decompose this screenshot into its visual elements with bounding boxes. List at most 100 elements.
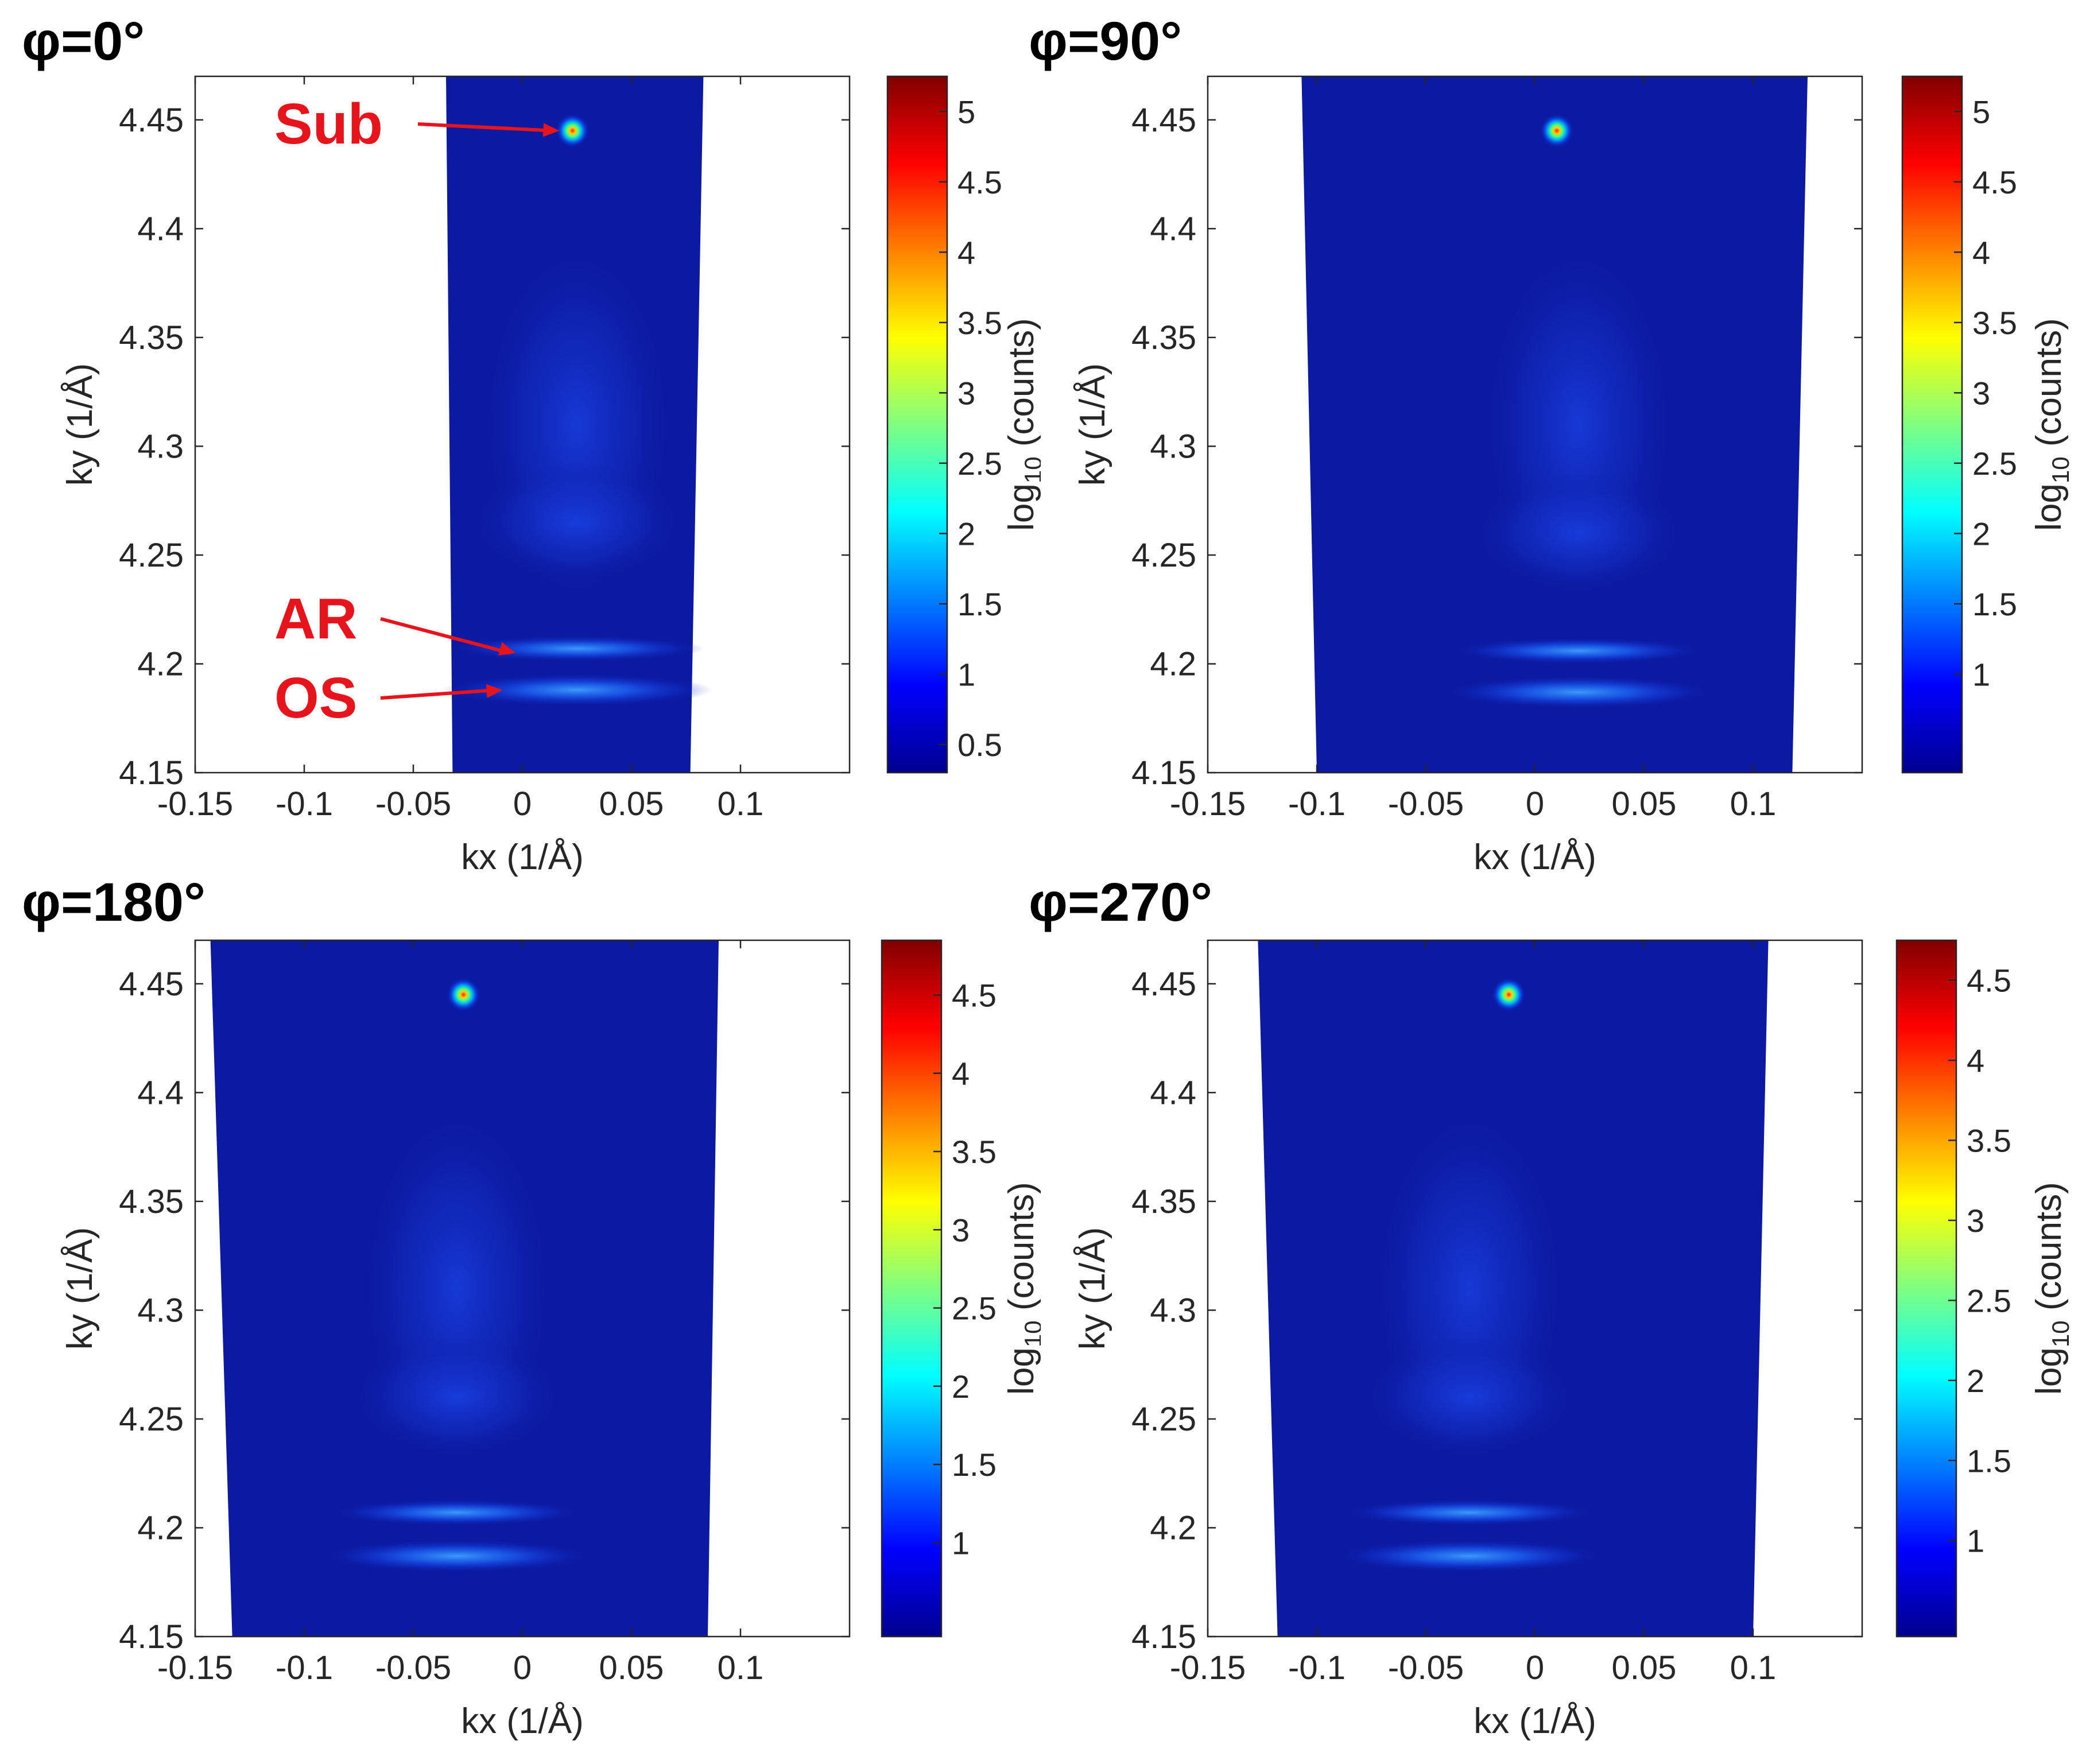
- colorbar-tick-label: 4.5: [1972, 164, 2017, 200]
- colorbar-tick-label: 4: [952, 1056, 970, 1092]
- diffuse-band: [468, 461, 686, 584]
- colorbar-tick-label: 1.5: [957, 586, 1002, 622]
- ar-band: [1452, 637, 1705, 664]
- colorbar-frame: [1901, 75, 1963, 774]
- colorbar-tick-label: 5: [957, 94, 975, 130]
- y-tick-label: 4.2: [137, 1509, 184, 1546]
- x-tick-label: 0.1: [718, 1649, 764, 1687]
- y-tick-label: 4.35: [1131, 319, 1196, 356]
- x-tick-label: -0.1: [276, 785, 333, 823]
- colorbar-tick-label: 1.5: [1972, 586, 2017, 622]
- x-tick-label: -0.15: [157, 785, 233, 823]
- y-tick-label: 4.45: [119, 102, 184, 139]
- y-tick-label: 4.2: [137, 645, 184, 683]
- os-band: [441, 673, 712, 707]
- diffuse-band: [1360, 1336, 1579, 1459]
- ar-band: [330, 1499, 584, 1526]
- annotation-arrowhead: [542, 123, 560, 137]
- annotation-label: OS: [274, 666, 357, 730]
- colorbar-label-subscript: 10: [2047, 1320, 2074, 1347]
- annotation-arrow: [417, 122, 554, 133]
- colorbar-tick-label: 4.5: [1967, 963, 2011, 999]
- plot-content: [1258, 940, 1769, 1637]
- ar-band: [450, 635, 704, 662]
- panel-title: φ=270°: [1029, 872, 1212, 933]
- x-tick-label: -0.15: [1170, 785, 1246, 823]
- colorbar-tick-label: 1.5: [952, 1447, 997, 1483]
- y-tick-label: 4.25: [119, 1401, 184, 1438]
- colorbar-tick-label: 1: [1967, 1523, 1984, 1559]
- colorbar-tick-label: 3.5: [957, 305, 1002, 341]
- colorbar-tick-label: 3.5: [1972, 305, 2017, 341]
- colorbar-gradient: [1902, 76, 1962, 773]
- colorbar-tick-label: 4: [1972, 234, 1990, 270]
- colorbar-frame: [886, 75, 948, 774]
- y-tick-label: 4.15: [1131, 754, 1196, 792]
- annotation-arrowhead: [498, 642, 516, 656]
- x-tick-label: 0.05: [1612, 1649, 1677, 1687]
- x-tick-label: -0.15: [157, 1649, 233, 1687]
- colorbar-tick-label: 3: [957, 375, 975, 411]
- y-tick-label: 4.3: [1150, 428, 1196, 465]
- panel-phi-90: φ=90° -0.15 -0.1 -0.05 0 0.05 0.1 4.15 4.2 4.25 4…: [1013, 0, 2082, 881]
- x-axis-label: kx (1/Å): [1474, 1701, 1596, 1741]
- os-band: [321, 1540, 592, 1573]
- y-tick-label: 4.15: [119, 1618, 184, 1656]
- colorbar-tick-label: 3: [952, 1212, 970, 1248]
- colorbar-label-units: (counts): [1002, 1182, 1041, 1320]
- x-tick-label: -0.15: [1170, 1649, 1246, 1687]
- y-tick-label: 4.15: [119, 754, 184, 792]
- panel-phi-0: φ=0° -0.15 -0.1 -0.05 0 0.05 0.1 4.15 4.2 4.25 4.…: [0, 0, 1046, 881]
- annotation-arrow: [380, 617, 511, 655]
- colorbar-tick-label: 2: [1967, 1363, 1984, 1399]
- os-band: [1334, 1540, 1605, 1573]
- substrate-peak: [555, 113, 590, 148]
- colorbar-tick-label: 2: [957, 515, 975, 552]
- colorbar-tick-label: 2.5: [1972, 445, 2017, 482]
- y-axis-label: ky (1/Å): [1073, 1227, 1112, 1350]
- y-tick-label: 4.2: [1150, 1509, 1196, 1546]
- colorbar-tick-label: 4.5: [957, 164, 1002, 200]
- colorbar-gradient: [887, 76, 947, 773]
- y-axis-label: ky (1/Å): [60, 363, 100, 486]
- colorbar-tick-label: 2.5: [957, 445, 1002, 482]
- x-tick-label: 0.05: [599, 785, 664, 823]
- x-tick-label: -0.05: [375, 1649, 451, 1687]
- y-tick-label: 4.3: [1150, 1292, 1196, 1329]
- colorbar-label-subscript: 10: [2047, 456, 2074, 483]
- x-tick-label: 0: [513, 1649, 532, 1687]
- annotation-arrowhead: [486, 684, 503, 698]
- colorbar-tick-label: 1: [957, 656, 975, 692]
- x-tick-label: 0.1: [718, 785, 764, 823]
- os-band: [1443, 676, 1714, 709]
- x-tick-label: 0: [513, 785, 532, 823]
- colorbar-tick-label: 4.5: [952, 977, 997, 1013]
- x-tick-label: -0.1: [1288, 1649, 1346, 1687]
- x-axis-label: kx (1/Å): [1474, 838, 1596, 877]
- colorbar-label-log: log: [2029, 483, 2069, 531]
- x-tick-label: -0.05: [1388, 1649, 1464, 1687]
- y-tick-label: 4.2: [1150, 645, 1196, 683]
- diffuse-band: [1470, 472, 1688, 595]
- y-tick-label: 4.25: [119, 537, 184, 574]
- y-axis-label: ky (1/Å): [1073, 363, 1112, 486]
- x-tick-label: -0.1: [276, 1649, 333, 1687]
- annotation-arrow: [380, 688, 497, 700]
- y-tick-label: 4.35: [1131, 1183, 1196, 1220]
- y-tick-label: 4.45: [119, 966, 184, 1003]
- colorbar-tick-label: 3.5: [952, 1134, 997, 1170]
- colorbar-tick-label: 3: [1967, 1203, 1984, 1239]
- x-axis-label: kx (1/Å): [461, 1701, 584, 1741]
- heatmap-plot: -0.15 -0.1 -0.05 0 0.05 0.1 4.15 4.2 4.25 4.3 4.35…: [60, 75, 1046, 877]
- colorbar-tick-label: 1.5: [1967, 1443, 2011, 1479]
- y-tick-label: 4.25: [1131, 1401, 1196, 1438]
- colorbar-tick-label: 5: [1972, 94, 1990, 130]
- x-tick-label: -0.05: [1388, 785, 1464, 823]
- panel-title: φ=90°: [1029, 11, 1182, 72]
- x-tick-label: 0.05: [1612, 785, 1677, 823]
- x-tick-label: 0: [1526, 1649, 1544, 1687]
- substrate-peak: [446, 977, 481, 1012]
- colorbar-tick-label: 2: [952, 1368, 970, 1405]
- colorbar-label-log: log: [1002, 1347, 1041, 1395]
